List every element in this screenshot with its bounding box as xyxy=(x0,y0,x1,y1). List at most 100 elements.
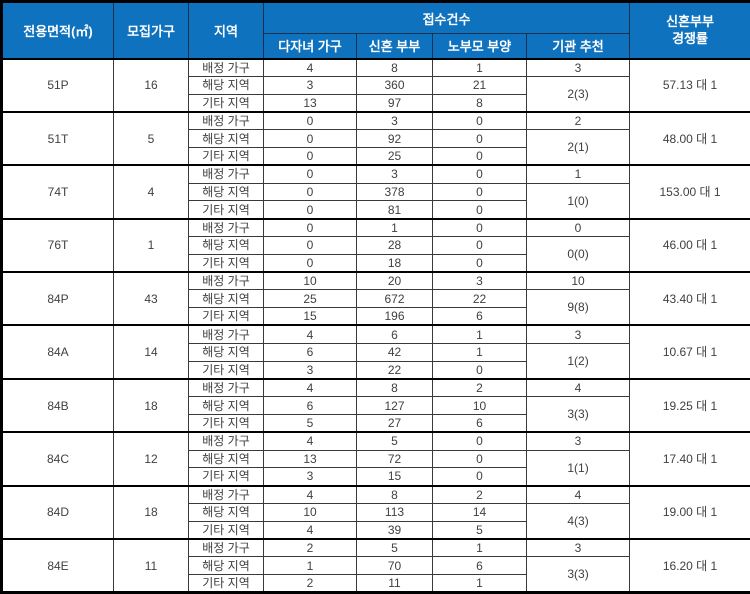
competition-cell: 19.00 대 1 xyxy=(629,484,750,540)
households-cell: 18 xyxy=(113,377,189,433)
multichild-count-cell: 10 xyxy=(263,502,357,522)
region-label-cell: 배정 가구 xyxy=(188,164,264,184)
table-row: 해당 지역 6 42 1 1(2) xyxy=(2,342,750,380)
newlywed-count-cell: 113 xyxy=(356,502,433,522)
col-header-area: 전용면적(㎡) xyxy=(1,1,114,59)
multichild-count-cell: 4 xyxy=(263,324,357,344)
competition-cell: 10.67 대 1 xyxy=(629,324,750,380)
area-cell: 76T xyxy=(1,217,114,273)
table-row: 기타 지역 0 25 0 xyxy=(2,146,750,166)
col-header-newlywed: 신혼 부부 xyxy=(356,33,433,59)
competition-cell: 19.25 대 1 xyxy=(629,377,750,433)
elderly-count-cell: 8 xyxy=(432,93,527,113)
area-cell: 84P xyxy=(1,271,114,326)
newlywed-count-cell: 39 xyxy=(356,520,433,540)
agency-merged-cell: 1(0) xyxy=(525,182,631,220)
area-cell: 51P xyxy=(1,57,114,113)
agency-count-cell: 3 xyxy=(525,57,631,77)
region-label-cell: 해당 지역 xyxy=(188,396,264,415)
newlywed-count-cell: 127 xyxy=(356,396,433,415)
region-label-cell: 기타 지역 xyxy=(188,413,264,433)
elderly-count-cell: 1 xyxy=(432,574,527,593)
area-cell: 51T xyxy=(1,110,114,166)
agency-merged-cell: 1(1) xyxy=(525,449,631,487)
area-cell: 84A xyxy=(1,324,114,380)
table-row: 해당 지역 25 672 22 9(8) xyxy=(2,289,750,326)
households-cell: 4 xyxy=(113,164,189,220)
newlywed-count-cell: 42 xyxy=(356,342,433,362)
multichild-count-cell: 3 xyxy=(263,467,357,487)
multichild-count-cell: 0 xyxy=(263,200,357,220)
multichild-count-cell: 2 xyxy=(263,574,357,593)
elderly-count-cell: 0 xyxy=(432,129,527,148)
region-label-cell: 기타 지역 xyxy=(188,520,264,540)
agency-count-cell: 1 xyxy=(525,164,631,184)
col-header-multichild: 다자녀 가구 xyxy=(263,33,357,59)
newlywed-count-cell: 81 xyxy=(356,200,433,220)
region-label-cell: 기타 지역 xyxy=(188,93,264,113)
header-row-top: 전용면적(㎡) 모집가구 지역 접수건수 신혼부부 경쟁률 xyxy=(1,1,750,59)
elderly-count-cell: 2 xyxy=(432,484,527,504)
table-row: 84E 11 배정 가구 2 5 1 3 16.20 대 1 xyxy=(1,538,750,594)
multichild-count-cell: 0 xyxy=(263,235,357,255)
elderly-count-cell: 1 xyxy=(432,324,527,344)
competition-cell: 48.00 대 1 xyxy=(629,110,750,166)
agency-count-cell: 2 xyxy=(525,110,631,131)
table-row: 해당 지역 0 378 0 1(0) xyxy=(2,182,750,220)
area-cell: 74T xyxy=(1,164,114,220)
newlywed-count-cell: 22 xyxy=(356,360,433,380)
table-row: 해당 지역 13 72 0 1(1) xyxy=(2,449,750,487)
col-header-competition-line2: 경쟁률 xyxy=(672,31,708,47)
table-row: 84D 18 배정 가구 4 8 2 4 19.00 대 1 xyxy=(1,484,750,540)
newlywed-count-cell: 1 xyxy=(356,217,433,237)
table-header: 전용면적(㎡) 모집가구 지역 접수건수 신혼부부 경쟁률 다자녀 가구 신혼 … xyxy=(1,1,750,59)
region-label-cell: 배정 가구 xyxy=(188,271,264,291)
region-label-cell: 해당 지역 xyxy=(188,502,264,522)
households-cell: 18 xyxy=(113,484,189,540)
elderly-count-cell: 6 xyxy=(432,307,527,326)
agency-count-cell: 3 xyxy=(525,431,631,451)
region-label-cell: 해당 지역 xyxy=(188,449,264,469)
col-header-elderly: 노부모 부양 xyxy=(432,33,527,59)
region-label-cell: 기타 지역 xyxy=(188,574,264,593)
multichild-count-cell: 0 xyxy=(263,164,357,184)
table-row: 기타 지역 5 27 6 xyxy=(2,413,750,433)
table-row: 51P 16 배정 가구 4 8 1 3 57.13 대 1 xyxy=(1,57,750,113)
elderly-count-cell: 14 xyxy=(432,502,527,522)
competition-cell: 16.20 대 1 xyxy=(629,538,750,594)
multichild-count-cell: 4 xyxy=(263,431,357,451)
elderly-count-cell: 0 xyxy=(432,449,527,469)
agency-count-cell: 3 xyxy=(525,324,631,344)
newlywed-count-cell: 3 xyxy=(356,164,433,184)
region-label-cell: 배정 가구 xyxy=(188,484,264,504)
col-header-competition-line1: 신혼부부 xyxy=(666,13,714,29)
elderly-count-cell: 1 xyxy=(432,57,527,77)
area-cell: 84E xyxy=(1,538,114,594)
elderly-count-cell: 0 xyxy=(432,200,527,220)
elderly-count-cell: 1 xyxy=(432,342,527,362)
agency-merged-cell: 0(0) xyxy=(525,235,631,273)
area-cell: 84C xyxy=(1,431,114,487)
col-header-agency: 기관 추천 xyxy=(525,33,631,59)
table-row: 기타 지역 13 97 8 xyxy=(2,93,750,113)
households-cell: 12 xyxy=(113,431,189,487)
multichild-count-cell: 3 xyxy=(263,360,357,380)
agency-merged-cell: 4(3) xyxy=(525,502,631,540)
agency-merged-cell: 2(1) xyxy=(525,129,631,166)
elderly-count-cell: 0 xyxy=(432,217,527,237)
newlywed-count-cell: 378 xyxy=(356,182,433,202)
col-header-households: 모집가구 xyxy=(113,1,189,59)
multichild-count-cell: 4 xyxy=(263,57,357,77)
region-label-cell: 해당 지역 xyxy=(188,556,264,576)
newlywed-count-cell: 8 xyxy=(356,484,433,504)
elderly-count-cell: 3 xyxy=(432,271,527,291)
elderly-count-cell: 0 xyxy=(432,467,527,487)
elderly-count-cell: 0 xyxy=(432,235,527,255)
table-row: 84P 43 배정 가구 10 20 3 10 43.40 대 1 xyxy=(1,271,750,326)
region-label-cell: 해당 지역 xyxy=(188,289,264,309)
agency-count-cell: 10 xyxy=(525,271,631,291)
elderly-count-cell: 0 xyxy=(432,164,527,184)
agency-count-cell: 4 xyxy=(525,377,631,398)
agency-count-cell: 0 xyxy=(525,217,631,237)
